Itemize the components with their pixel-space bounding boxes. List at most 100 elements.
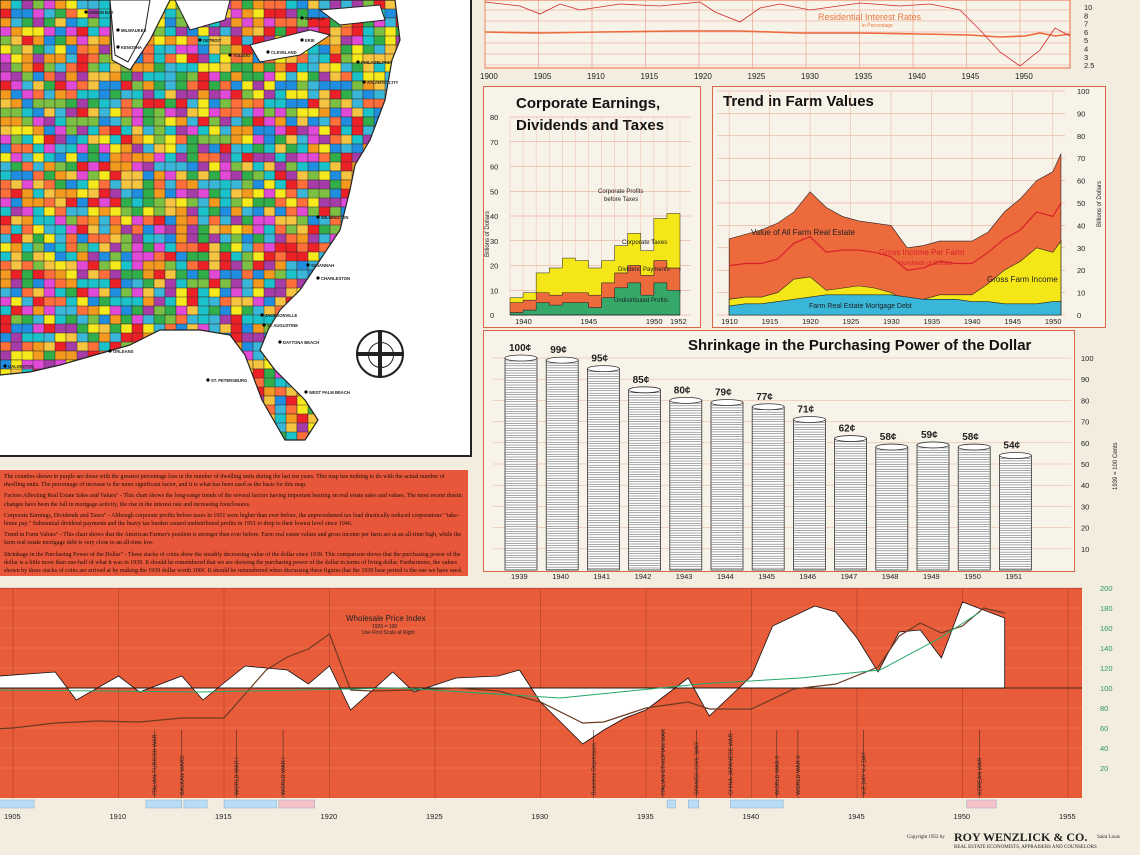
coin-year-label: 1944 xyxy=(717,572,734,581)
coin-year-label: 1951 xyxy=(1005,572,1022,581)
coin-stack xyxy=(875,446,909,571)
farm-values-panel: Trend in Farm Values 100 90 80 70 60 50 40 30 20… xyxy=(712,86,1106,328)
farm-x-tick: 1925 xyxy=(843,317,860,326)
farm-ann-gross-farm: Gross Farm Income xyxy=(987,275,1058,284)
wpi-y-tick: 40 xyxy=(1100,744,1108,753)
corp-ann-profits: Corporate Profits xyxy=(598,189,643,195)
farm-ann-gross: Gross Income Per Farm xyxy=(879,248,965,257)
coin-value-label: 79¢ xyxy=(715,388,732,399)
corporate-title-2: Dividends and Taxes xyxy=(516,117,665,134)
wpi-y-tick: 160 xyxy=(1100,624,1113,633)
event-label: KOREAN WAR xyxy=(977,758,983,795)
corp-x-tick: 1945 xyxy=(580,317,597,326)
top-x-tick: 1925 xyxy=(748,72,766,81)
coin-y-tick: 30 xyxy=(1081,502,1089,511)
coin-year-label: 1939 xyxy=(511,572,528,581)
corp-x-tick: 1950 xyxy=(646,317,663,326)
wpi-x-tick: 1925 xyxy=(426,812,443,821)
coin-year-label: 1947 xyxy=(841,572,858,581)
top-x-tick: 1950 xyxy=(1015,72,1033,81)
event-label: WORLD WAR II xyxy=(796,755,802,795)
farm-y-tick: 30 xyxy=(1077,244,1085,253)
wpi-y-tick: 100 xyxy=(1100,684,1113,693)
city-dot xyxy=(278,340,282,344)
war-period-band xyxy=(0,799,35,809)
wpi-x-tick: 1945 xyxy=(848,812,865,821)
note-factors: Factors Affecting Real Estate Sales and … xyxy=(4,493,463,508)
coin-y-tick: 20 xyxy=(1081,524,1089,533)
city-label: CLEVELAND xyxy=(271,50,297,55)
coin-stack xyxy=(587,368,620,571)
farm-y-tick: 10 xyxy=(1077,289,1085,298)
coin-value-label: 62¢ xyxy=(839,424,856,435)
coin-top xyxy=(792,416,826,423)
top-chart-frame xyxy=(484,0,1071,69)
coin-y-tick: 60 xyxy=(1081,439,1089,448)
coin-y-tick: 70 xyxy=(1081,418,1089,427)
coin-year-label: 1942 xyxy=(635,572,652,581)
city-dot xyxy=(356,60,360,64)
shrinkage-title: Shrinkage in the Purchasing Power of the… xyxy=(688,337,1032,354)
city-dot xyxy=(228,53,232,57)
coin-value-label: 80¢ xyxy=(674,385,691,396)
wpi-label: Wholesale Price Index xyxy=(346,614,426,623)
corp-ann-undistributed: Undistributed Profits xyxy=(614,298,668,304)
corporate-earnings-panel: Corporate Earnings, Dividends and Taxes … xyxy=(483,86,701,328)
coin-stack xyxy=(545,359,579,571)
city-dot xyxy=(84,10,88,14)
event-label: ITALIAN-ETHIOPIAN WAR xyxy=(661,729,667,795)
coin-y-tick: 50 xyxy=(1081,460,1089,469)
farm-y-tick: 0 xyxy=(1077,311,1081,320)
top-x-tick: 1905 xyxy=(534,72,552,81)
county-map-panel: GREEN BAY MILWAUKEE KENOSHA DETROIT CLEVELAN… xyxy=(0,0,472,457)
city-dot xyxy=(260,313,264,317)
corp-ann-dividends: Dividend Payments xyxy=(618,267,670,273)
farm-ylabel: Billions of Dollars xyxy=(1097,181,1103,227)
city-dot xyxy=(304,390,308,394)
city-label: DAYTONA BEACH xyxy=(283,340,319,345)
coin-value-label: 100¢ xyxy=(509,343,532,354)
corporate-earnings-chart: 80 70 60 50 40 30 20 10 0 Billions of Dollars 1940… xyxy=(485,113,691,326)
coin-top xyxy=(628,386,662,394)
copyright-text: Copyright 1952 by xyxy=(907,835,945,840)
corp-ann-taxes: Corporate Taxes xyxy=(622,239,667,246)
wpi-y-tick: 60 xyxy=(1100,724,1108,733)
coin-year-label: 1946 xyxy=(799,572,816,581)
coin-year-label: 1949 xyxy=(923,572,940,581)
event-label: CHINA-JAPANESE WAR xyxy=(728,734,734,795)
company-name: ROY WENZLICK & CO. xyxy=(954,830,1088,844)
city-label: WILMINGTON xyxy=(321,215,348,220)
farm-y-tick: 90 xyxy=(1077,109,1085,118)
coin-value-label: 95¢ xyxy=(591,354,608,365)
farm-y-tick: 70 xyxy=(1077,154,1085,163)
city-label: SAVANNAH xyxy=(311,263,334,268)
coin-year-label: 1948 xyxy=(882,572,899,581)
farm-y-tick: 100 xyxy=(1077,87,1090,96)
city-label: GREEN BAY xyxy=(89,10,114,15)
top-x-tick: 1915 xyxy=(641,72,659,81)
interest-rate-line xyxy=(484,30,1071,38)
war-period-band xyxy=(730,799,784,809)
farm-y-tick: 50 xyxy=(1077,199,1085,208)
coin-y-tick: 40 xyxy=(1081,481,1089,490)
wpi-x-tick: 1940 xyxy=(743,812,760,821)
note-corporate: Corporate Earnings, Dividends and Taxes"… xyxy=(4,512,459,528)
event-label: WORLD WAR II xyxy=(775,755,781,795)
war-period-band xyxy=(966,799,997,809)
city-label: ATLANTIC CITY xyxy=(367,80,399,85)
coin-value-label: 85¢ xyxy=(633,375,650,386)
war-period-band xyxy=(666,799,676,809)
wpi-x-tick: 1935 xyxy=(637,812,654,821)
farm-x-tick: 1945 xyxy=(1004,317,1021,326)
coin-top xyxy=(710,399,744,406)
city-dot xyxy=(316,276,320,280)
top-y-tick: 5 xyxy=(1084,36,1088,45)
farm-x-tick: 1935 xyxy=(923,317,940,326)
city-dot xyxy=(362,80,366,84)
event-label: V-E DAY V-J DAY xyxy=(861,752,867,795)
wpi-y-tick: 140 xyxy=(1100,644,1113,653)
top-y-tick: 8 xyxy=(1084,11,1088,20)
top-x-tick: 1910 xyxy=(587,72,605,81)
coin-stack xyxy=(834,438,868,571)
